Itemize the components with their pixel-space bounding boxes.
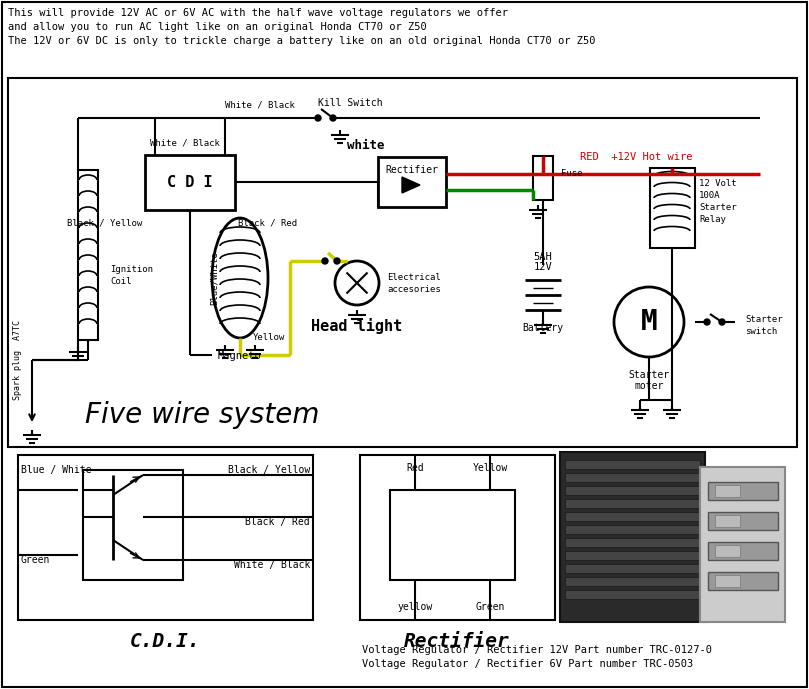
Bar: [560, 452, 705, 622]
Text: Battery: Battery: [523, 323, 564, 333]
Bar: [145, 155, 235, 210]
Text: Black / Red: Black / Red: [238, 218, 297, 227]
Bar: [708, 482, 778, 500]
Text: RED  +12V Hot wire: RED +12V Hot wire: [580, 152, 693, 162]
Bar: [533, 156, 553, 200]
Text: Blue / White: Blue / White: [21, 465, 91, 475]
Text: Green: Green: [476, 602, 505, 612]
Text: Spark plug  A7TC: Spark plug A7TC: [14, 320, 23, 400]
Text: This will provide 12V AC or 6V AC with the half wave voltage regulators we offer: This will provide 12V AC or 6V AC with t…: [8, 8, 508, 18]
Text: Red: Red: [406, 463, 424, 473]
Polygon shape: [402, 177, 420, 193]
Bar: [378, 157, 446, 207]
Text: The 12V or 6V DC is only to trickle charge a battery like on an old original Hon: The 12V or 6V DC is only to trickle char…: [8, 36, 595, 46]
Text: Starter: Starter: [629, 370, 670, 380]
Text: Relay: Relay: [699, 214, 726, 223]
Text: Starter: Starter: [745, 316, 782, 325]
Text: moter: moter: [634, 381, 663, 391]
Text: Yellow: Yellow: [252, 333, 285, 342]
Text: Blue/White: Blue/White: [210, 251, 218, 305]
Text: Black / Red: Black / Red: [245, 517, 310, 527]
Bar: [565, 473, 700, 482]
Circle shape: [614, 287, 684, 357]
Circle shape: [719, 319, 725, 325]
Text: Kill Switch: Kill Switch: [318, 98, 383, 108]
Bar: [565, 460, 700, 469]
Bar: [565, 590, 700, 599]
Text: Fuse: Fuse: [561, 169, 582, 178]
Circle shape: [330, 115, 336, 121]
Circle shape: [704, 319, 710, 325]
Bar: [565, 564, 700, 573]
Circle shape: [322, 258, 328, 264]
Text: 100A: 100A: [699, 190, 721, 200]
Bar: [565, 551, 700, 560]
Bar: [18, 455, 313, 620]
Circle shape: [334, 258, 340, 264]
Bar: [708, 512, 778, 530]
Bar: [83, 470, 183, 580]
Bar: [708, 542, 778, 560]
Text: Green: Green: [21, 555, 50, 565]
Text: Magneto: Magneto: [218, 351, 262, 361]
Text: 12V: 12V: [534, 262, 553, 272]
Text: Black / Yellow: Black / Yellow: [228, 465, 310, 475]
Circle shape: [335, 261, 379, 305]
Text: yellow: yellow: [397, 602, 433, 612]
Text: Ignition: Ignition: [110, 265, 153, 274]
Text: 12 Volt: 12 Volt: [699, 178, 737, 187]
Text: White / Black: White / Black: [234, 560, 310, 570]
Text: Coil: Coil: [110, 278, 132, 287]
Text: accesories: accesories: [387, 285, 441, 294]
Text: Head light: Head light: [311, 318, 403, 334]
Text: White / Black: White / Black: [225, 101, 295, 110]
Text: switch: switch: [745, 327, 777, 336]
Ellipse shape: [212, 218, 268, 338]
Text: Electrical: Electrical: [387, 274, 441, 282]
Bar: [390, 490, 515, 580]
Text: White / Black: White / Black: [150, 138, 220, 147]
Bar: [565, 512, 700, 521]
Bar: [78, 170, 98, 340]
Bar: [8, 78, 797, 447]
Text: 5AH: 5AH: [534, 252, 553, 262]
Bar: [360, 455, 555, 620]
Text: and allow you to run AC light like on an original Honda CT70 or Z50: and allow you to run AC light like on an…: [8, 22, 427, 32]
Text: Rectifier: Rectifier: [386, 165, 438, 175]
Text: Five wire system: Five wire system: [85, 401, 320, 429]
Text: M: M: [641, 308, 658, 336]
Text: white: white: [347, 139, 385, 152]
Bar: [715, 575, 740, 587]
Bar: [565, 499, 700, 508]
Text: Voltage Regulator / Rectifier 12V Part number TRC-0127-0: Voltage Regulator / Rectifier 12V Part n…: [362, 645, 712, 655]
Bar: [650, 168, 695, 248]
Bar: [708, 572, 778, 590]
Text: Black / Yellow: Black / Yellow: [67, 218, 142, 227]
Text: Yellow: Yellow: [472, 463, 507, 473]
Bar: [715, 545, 740, 557]
Bar: [715, 485, 740, 497]
Bar: [565, 538, 700, 547]
Bar: [565, 486, 700, 495]
Text: Starter: Starter: [699, 203, 737, 212]
Text: Voltage Regulator / Rectifier 6V Part number TRC-0503: Voltage Regulator / Rectifier 6V Part nu…: [362, 659, 693, 669]
Circle shape: [315, 115, 321, 121]
Bar: [715, 515, 740, 527]
Text: C.D.I.: C.D.I.: [129, 632, 201, 651]
Bar: [565, 577, 700, 586]
Text: Rectifier: Rectifier: [404, 632, 510, 651]
Bar: [700, 467, 785, 622]
Bar: [565, 525, 700, 534]
Text: C D I: C D I: [167, 175, 213, 190]
